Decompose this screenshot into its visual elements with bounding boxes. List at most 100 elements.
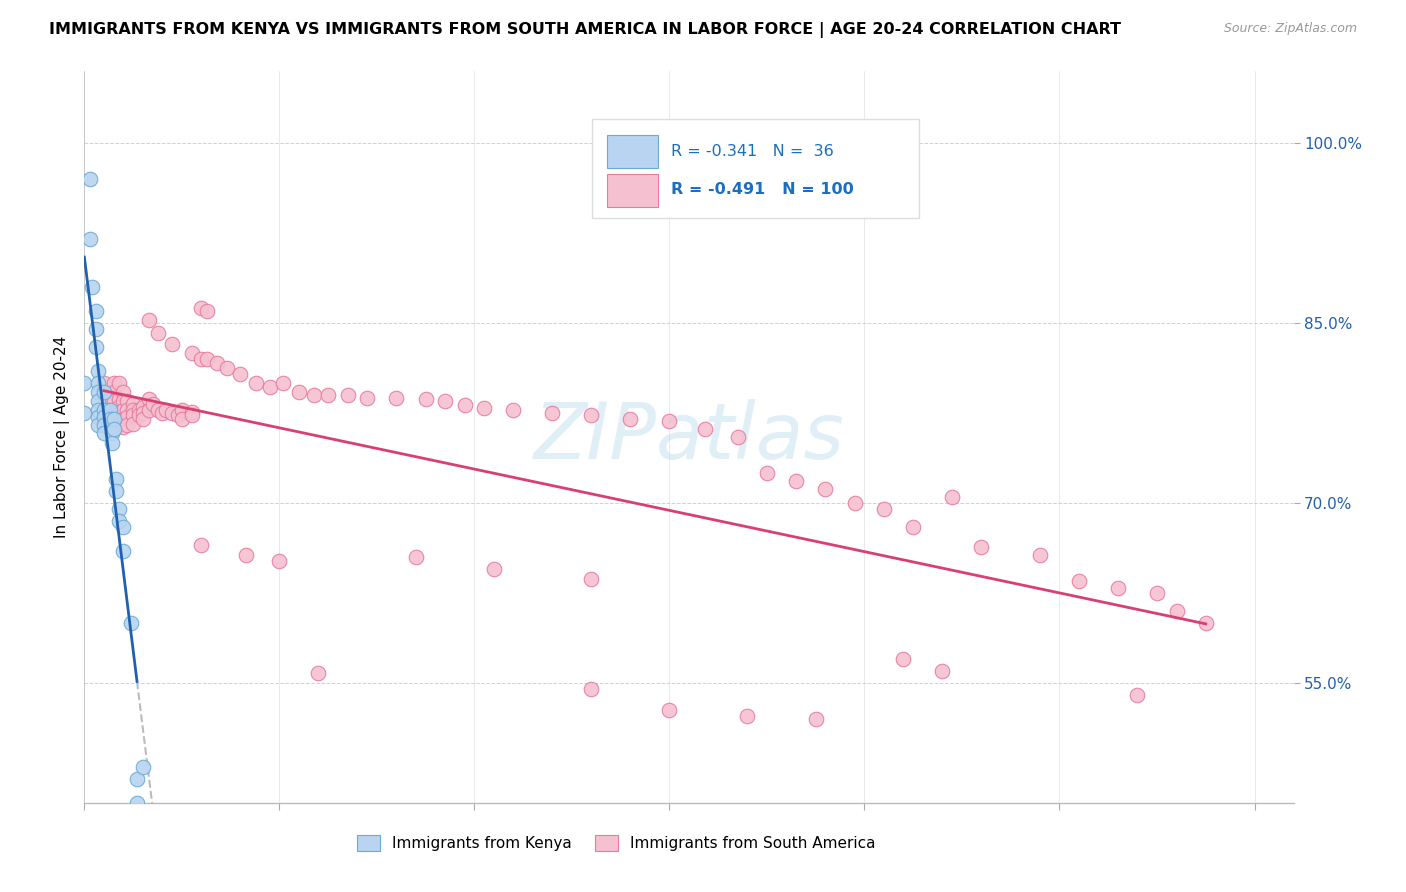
Point — [108, 514, 131, 528]
Point — [87, 402, 110, 417]
Point — [269, 553, 291, 567]
Point — [356, 391, 378, 405]
Point — [103, 394, 125, 409]
Point — [93, 384, 115, 399]
Point — [138, 392, 160, 406]
FancyBboxPatch shape — [592, 119, 918, 218]
Point — [73, 376, 96, 391]
FancyBboxPatch shape — [607, 174, 658, 207]
Point — [180, 409, 202, 423]
Point — [112, 384, 135, 399]
Point — [125, 796, 148, 810]
Point — [148, 326, 170, 340]
Point — [138, 402, 160, 417]
Point — [103, 422, 125, 436]
Point — [132, 400, 155, 414]
Point — [84, 322, 107, 336]
Point — [941, 490, 963, 504]
Point — [87, 409, 110, 424]
Point — [415, 392, 437, 406]
Point — [271, 376, 294, 391]
Point — [132, 760, 155, 774]
Point — [804, 712, 827, 726]
Point — [93, 409, 115, 424]
Point — [541, 406, 564, 420]
Point — [259, 380, 281, 394]
Point — [931, 664, 953, 678]
Text: Source: ZipAtlas.com: Source: ZipAtlas.com — [1223, 22, 1357, 36]
Point — [658, 703, 681, 717]
Point — [103, 409, 125, 424]
Point — [108, 406, 131, 420]
Point — [190, 352, 212, 367]
Point — [385, 391, 408, 405]
Point — [84, 340, 107, 354]
Point — [180, 405, 202, 419]
Point — [87, 364, 110, 378]
Point — [336, 388, 359, 402]
Point — [128, 409, 150, 423]
Point — [235, 548, 257, 562]
Point — [108, 392, 131, 406]
Point — [108, 376, 131, 391]
Point — [112, 402, 135, 417]
Point — [737, 709, 759, 723]
Point — [727, 430, 749, 444]
Point — [1029, 548, 1052, 562]
Point — [229, 367, 252, 381]
Point — [814, 482, 837, 496]
Point — [125, 772, 148, 786]
Legend: Immigrants from Kenya, Immigrants from South America: Immigrants from Kenya, Immigrants from S… — [352, 830, 882, 857]
Point — [581, 409, 603, 423]
Point — [581, 572, 603, 586]
Point — [103, 412, 125, 426]
Point — [658, 415, 681, 429]
Point — [205, 356, 228, 370]
Text: R = -0.491   N = 100: R = -0.491 N = 100 — [671, 182, 853, 197]
Point — [104, 472, 127, 486]
Point — [785, 475, 807, 489]
Point — [195, 352, 218, 367]
Point — [87, 418, 110, 433]
Point — [84, 304, 107, 318]
Point — [453, 398, 475, 412]
Point — [108, 400, 131, 414]
Point — [1126, 688, 1149, 702]
Point — [316, 388, 339, 402]
Point — [112, 544, 135, 558]
Point — [79, 172, 101, 186]
Point — [970, 541, 993, 555]
Point — [117, 394, 139, 409]
Point — [87, 384, 110, 399]
Y-axis label: In Labor Force | Age 20-24: In Labor Force | Age 20-24 — [55, 336, 70, 538]
Point — [100, 436, 122, 450]
Point — [122, 409, 145, 423]
Point — [190, 538, 212, 552]
Point — [170, 412, 193, 426]
Point — [122, 396, 145, 410]
Point — [93, 418, 115, 433]
Point — [873, 502, 896, 516]
Point — [304, 388, 326, 402]
Point — [160, 406, 183, 420]
Point — [87, 376, 110, 391]
Point — [893, 652, 915, 666]
Point — [148, 402, 170, 417]
Point — [482, 562, 505, 576]
Point — [112, 412, 135, 426]
Point — [108, 415, 131, 429]
Point — [1166, 604, 1188, 618]
Point — [693, 422, 716, 436]
Point — [79, 232, 101, 246]
Point — [112, 520, 135, 534]
Point — [103, 384, 125, 399]
Point — [98, 412, 121, 426]
Point — [103, 376, 125, 391]
Point — [903, 520, 925, 534]
Point — [150, 406, 173, 420]
Point — [117, 409, 139, 424]
Point — [122, 417, 145, 431]
Point — [142, 396, 165, 410]
Point — [93, 426, 115, 441]
Point — [73, 406, 96, 420]
